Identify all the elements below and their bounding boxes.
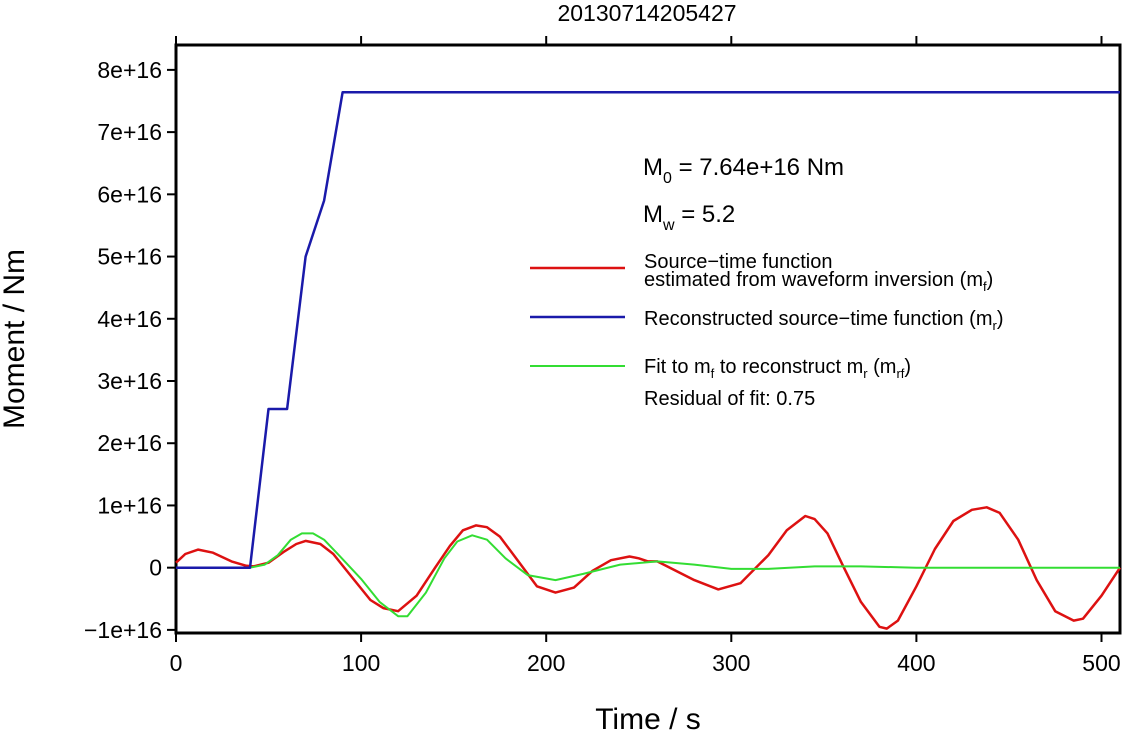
y-tick-label: 7e+16 [97,119,162,145]
x-axis: 0 100 200 300 400 500 [170,36,1121,676]
legend: Source−time function estimated from wave… [530,251,1004,410]
seismic-moment-annotation: M0 = 7.64e+16 Nm [643,154,844,187]
legend-label-reconstructed: Reconstructed source−time function (mr) [644,308,1004,333]
y-axis-title: Moment / Nm [0,249,31,429]
y-tick-label: 4e+16 [97,306,162,332]
x-axis-title: Time / s [595,703,701,734]
y-tick-label: 0 [149,555,162,581]
y-axis: −1e+16 0 1e+16 2e+16 3e+16 4e+16 5e+16 6e+16 7e+… [84,57,176,643]
x-tick-label: 100 [342,650,380,676]
x-tick-label: 500 [1082,650,1120,676]
series-line-0 [175,506,1122,630]
y-tick-label: 6e+16 [97,181,162,207]
x-tick-label: 300 [712,650,750,676]
x-tick-label: 400 [897,650,935,676]
y-tick-label: −1e+16 [84,617,162,643]
y-tick-label: 3e+16 [97,368,162,394]
legend-label-stf-line2: estimated from waveform inversion (mf) [644,269,993,294]
y-tick-label: 2e+16 [97,430,162,456]
annotations: M0 = 7.64e+16 Nm Mw = 5.2 [643,154,844,234]
residual-annotation: Residual of fit: 0.75 [644,388,815,410]
legend-label-fit: Fit to mf to reconstruct mr (mrf) [644,356,911,381]
x-tick-label: 200 [527,650,565,676]
series-line-2 [176,532,1120,618]
x-tick-label: 0 [170,650,183,676]
moment-magnitude-annotation: Mw = 5.2 [643,201,735,234]
y-tick-label: 5e+16 [97,244,162,270]
series-line-1 [176,91,1120,569]
y-tick-label: 1e+16 [97,492,162,518]
y-tick-label: 8e+16 [97,57,162,83]
legend-label-stf-line1: Source−time function [644,251,832,273]
chart-title: 20130714205427 [557,0,736,26]
series-layer [175,91,1122,630]
plot-frame [174,43,1122,635]
